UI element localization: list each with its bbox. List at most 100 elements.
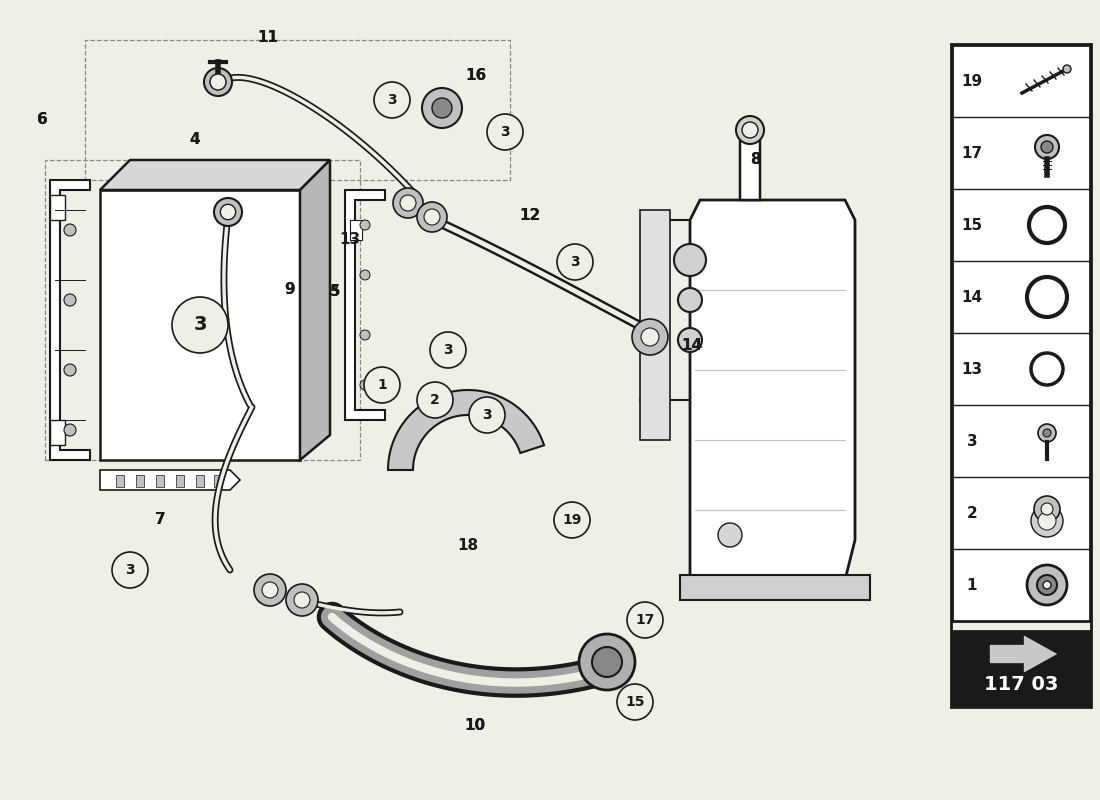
Bar — [156, 475, 164, 487]
Circle shape — [417, 202, 447, 232]
Circle shape — [742, 122, 758, 138]
Polygon shape — [345, 190, 385, 420]
Text: 7: 7 — [155, 513, 165, 527]
Text: 3: 3 — [443, 343, 453, 357]
Circle shape — [430, 332, 466, 368]
Text: 8: 8 — [750, 153, 760, 167]
Text: 2: 2 — [430, 393, 440, 407]
Circle shape — [554, 502, 590, 538]
Circle shape — [417, 382, 453, 418]
Bar — [176, 475, 184, 487]
Circle shape — [286, 584, 318, 616]
Circle shape — [1041, 141, 1053, 153]
Circle shape — [1041, 503, 1053, 515]
Text: 11: 11 — [257, 30, 278, 46]
Circle shape — [1035, 135, 1059, 159]
Circle shape — [1043, 581, 1050, 589]
Circle shape — [1038, 512, 1056, 530]
Bar — [136, 475, 144, 487]
Text: 3: 3 — [387, 93, 397, 107]
Circle shape — [592, 647, 622, 677]
Circle shape — [294, 592, 310, 608]
Bar — [196, 475, 204, 487]
Polygon shape — [100, 470, 240, 490]
Bar — [116, 475, 124, 487]
Text: 17: 17 — [636, 613, 654, 627]
Bar — [50, 195, 65, 220]
Circle shape — [360, 270, 370, 280]
Circle shape — [557, 244, 593, 280]
Circle shape — [617, 684, 653, 720]
Text: 16: 16 — [465, 69, 486, 83]
Text: 9: 9 — [285, 282, 295, 298]
Text: 17: 17 — [961, 146, 982, 161]
Text: 9: 9 — [285, 282, 295, 298]
Text: 15: 15 — [961, 218, 982, 233]
Circle shape — [210, 74, 225, 90]
Circle shape — [64, 294, 76, 306]
Circle shape — [364, 367, 400, 403]
Text: 1: 1 — [967, 578, 977, 593]
Polygon shape — [100, 190, 300, 460]
Circle shape — [254, 574, 286, 606]
Text: 4: 4 — [189, 133, 200, 147]
Text: 3: 3 — [125, 563, 135, 577]
Bar — [952, 631, 1090, 706]
Circle shape — [64, 364, 76, 376]
Text: 4: 4 — [189, 133, 200, 147]
Circle shape — [487, 114, 522, 150]
Text: 10: 10 — [464, 718, 485, 733]
Bar — [50, 420, 65, 445]
Text: 6: 6 — [36, 113, 47, 127]
Text: 7: 7 — [155, 513, 165, 527]
Polygon shape — [740, 130, 760, 200]
Circle shape — [1034, 496, 1060, 522]
Circle shape — [632, 319, 668, 355]
Circle shape — [112, 552, 148, 588]
Bar — [350, 220, 362, 240]
Circle shape — [469, 397, 505, 433]
Circle shape — [627, 602, 663, 638]
Bar — [952, 45, 1090, 621]
Circle shape — [360, 220, 370, 230]
Bar — [952, 44, 1091, 707]
Polygon shape — [989, 634, 1059, 674]
Polygon shape — [640, 210, 670, 440]
Circle shape — [678, 288, 702, 312]
Text: 2: 2 — [967, 506, 978, 521]
Circle shape — [1037, 575, 1057, 595]
Text: 11: 11 — [257, 30, 278, 46]
Text: 8: 8 — [750, 153, 760, 167]
Text: 117 03: 117 03 — [983, 674, 1058, 694]
Polygon shape — [300, 160, 330, 460]
Circle shape — [1027, 565, 1067, 605]
Circle shape — [262, 582, 278, 598]
Circle shape — [424, 209, 440, 225]
Text: 3: 3 — [482, 408, 492, 422]
Circle shape — [64, 224, 76, 236]
Text: 14: 14 — [681, 338, 703, 353]
Text: 3: 3 — [570, 255, 580, 269]
Text: 10: 10 — [464, 718, 485, 733]
Text: 12: 12 — [519, 207, 540, 222]
Text: 14: 14 — [681, 338, 703, 353]
Text: 14: 14 — [961, 290, 982, 305]
Circle shape — [736, 116, 764, 144]
Circle shape — [400, 195, 416, 211]
Text: 3: 3 — [967, 434, 977, 449]
Text: 3: 3 — [500, 125, 509, 139]
Circle shape — [210, 74, 225, 90]
Circle shape — [220, 204, 235, 220]
Text: 3: 3 — [194, 315, 207, 334]
Circle shape — [374, 82, 410, 118]
Circle shape — [718, 523, 743, 547]
Text: 12: 12 — [519, 207, 540, 222]
Text: 19: 19 — [961, 74, 982, 89]
Circle shape — [64, 424, 76, 436]
Circle shape — [214, 198, 242, 226]
Text: 16: 16 — [465, 69, 486, 83]
Text: 1: 1 — [377, 378, 387, 392]
Circle shape — [1063, 65, 1071, 73]
Circle shape — [674, 244, 706, 276]
Text: 13: 13 — [340, 233, 361, 247]
